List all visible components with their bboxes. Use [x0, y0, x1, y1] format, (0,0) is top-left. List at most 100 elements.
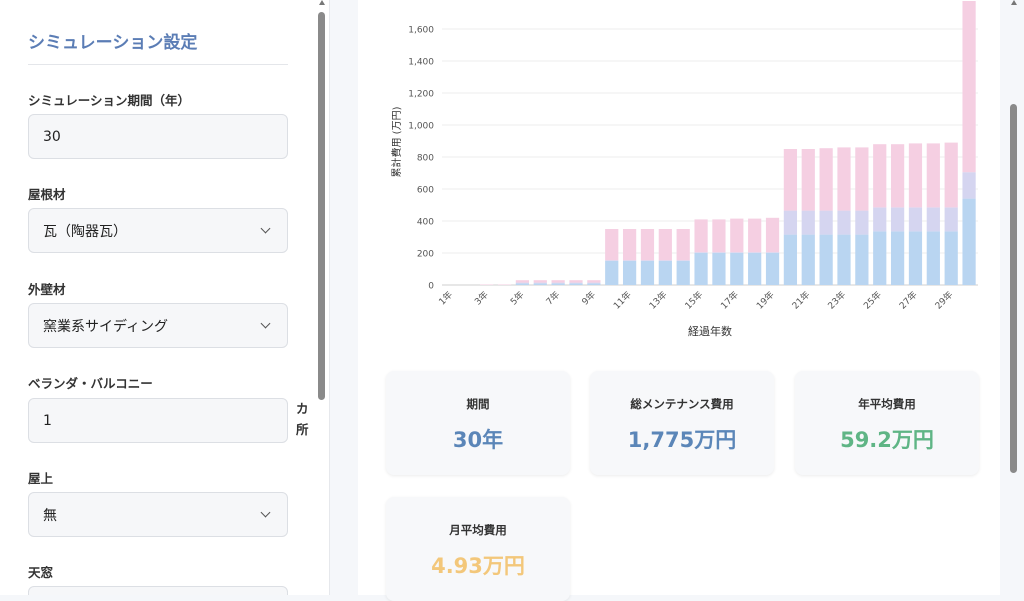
- bar-segment: [891, 207, 904, 231]
- card-label: 月平均費用: [386, 522, 570, 538]
- x-tick-label: 3年: [472, 289, 491, 308]
- skylight-select[interactable]: [28, 586, 288, 595]
- y-tick-label: 800: [417, 154, 434, 164]
- bar-segment: [784, 235, 797, 285]
- bar-segment: [927, 143, 940, 207]
- y-tick-label: 0: [428, 282, 434, 292]
- y-tick-label: 1,200: [408, 90, 434, 100]
- period-value: 30: [43, 129, 61, 145]
- bar-segment: [605, 229, 618, 260]
- bar-segment: [534, 280, 547, 282]
- wall-material-value: 窯業系サイディング: [43, 316, 168, 336]
- bar-segment: [677, 260, 690, 261]
- sidebar-title: シミュレーション設定: [28, 28, 197, 53]
- y-tick-label: 1,600: [408, 26, 434, 36]
- x-tick-label: 13年: [647, 289, 670, 312]
- balcony-input[interactable]: 1: [28, 398, 288, 443]
- card-label: 総メンテナンス費用: [590, 396, 774, 412]
- total-cost-card: 総メンテナンス費用 1,775万円: [590, 371, 774, 475]
- chevron-down-icon: [261, 319, 271, 329]
- bar-segment: [766, 218, 779, 252]
- bar-segment: [552, 280, 565, 282]
- bar-segment: [641, 229, 654, 260]
- y-tick-label: 1,000: [408, 122, 434, 132]
- bar-segment: [784, 149, 797, 211]
- bar-segment: [962, 1, 975, 172]
- bar-segment: [730, 252, 743, 253]
- card-value: 59.2万円: [795, 424, 979, 454]
- bar-segment: [820, 235, 833, 285]
- bar-segment: [552, 283, 565, 284]
- bar-segment: [569, 283, 582, 285]
- bar-segment: [569, 283, 582, 284]
- bar-segment: [873, 207, 886, 231]
- bar-segment: [694, 219, 707, 252]
- x-tick-label: 25年: [861, 289, 884, 312]
- bar-segment: [694, 252, 707, 253]
- x-tick-label: 7年: [543, 289, 562, 308]
- bar-segment: [677, 229, 690, 260]
- bar-segment: [855, 211, 868, 235]
- bar-segment: [659, 229, 672, 260]
- bar-segment: [909, 231, 922, 285]
- bar-segment: [516, 283, 529, 284]
- x-tick-label: 19年: [754, 289, 777, 312]
- main-scroll-thumb[interactable]: [1010, 104, 1017, 473]
- y-tick-label: 600: [417, 186, 434, 196]
- bar-segment: [802, 149, 815, 211]
- bar-segment: [802, 211, 815, 235]
- sidebar-scroll-thumb[interactable]: [318, 12, 325, 400]
- balcony-label: ベランダ・バルコニー: [28, 373, 153, 392]
- bar-segment: [641, 261, 654, 285]
- scroll-up-arrow-icon[interactable]: [1011, 0, 1017, 5]
- balcony-unit: カ所: [296, 398, 310, 440]
- rooftop-select[interactable]: 無: [28, 492, 288, 537]
- period-label: シミュレーション期間（年）: [28, 90, 190, 109]
- bar-segment: [909, 207, 922, 231]
- x-axis-title: 経過年数: [688, 324, 732, 338]
- bar-segment: [712, 252, 725, 253]
- main-scrollbar[interactable]: [1008, 0, 1020, 595]
- bar-segment: [784, 211, 797, 235]
- bar-segment: [837, 147, 850, 210]
- bar-segment: [945, 231, 958, 285]
- bar-segment: [927, 231, 940, 285]
- bar-segment: [623, 229, 636, 260]
- bar-segment: [837, 211, 850, 235]
- settings-sidebar: シミュレーション設定 シミュレーション期間（年） 30 屋根材 瓦（陶器瓦） 外…: [0, 0, 330, 595]
- wall-material-select[interactable]: 窯業系サイディング: [28, 303, 288, 348]
- bar-segment: [712, 219, 725, 252]
- y-tick-label: 400: [417, 218, 434, 228]
- bar-segment: [748, 252, 761, 253]
- roof-material-select[interactable]: 瓦（陶器瓦）: [28, 208, 288, 253]
- bar-segment: [677, 261, 690, 285]
- bar-segment: [534, 283, 547, 285]
- bar-segment: [962, 172, 975, 198]
- y-tick-label: 1,400: [408, 58, 434, 68]
- bar-segment: [516, 280, 529, 282]
- period-input[interactable]: 30: [28, 114, 288, 159]
- bar-segment: [855, 235, 868, 285]
- annual-average-card: 年平均費用 59.2万円: [795, 371, 979, 475]
- bar-segment: [891, 231, 904, 285]
- bar-segment: [945, 143, 958, 208]
- bar-segment: [516, 283, 529, 285]
- x-tick-label: 1年: [436, 289, 455, 308]
- wall-material-label: 外壁材: [28, 279, 66, 298]
- x-tick-label: 11年: [611, 289, 634, 312]
- bar-segment: [587, 280, 600, 282]
- scroll-up-arrow-icon[interactable]: [319, 0, 325, 5]
- bar-segment: [766, 252, 779, 253]
- bar-segment: [820, 211, 833, 235]
- bar-segment: [623, 261, 636, 285]
- bar-segment: [587, 283, 600, 284]
- card-value: 4.93万円: [386, 550, 570, 580]
- x-tick-label: 23年: [825, 289, 848, 312]
- sidebar-divider: [28, 64, 288, 65]
- bar-segment: [748, 219, 761, 253]
- bar-segment: [730, 253, 743, 285]
- card-value: 1,775万円: [590, 424, 774, 454]
- bar-segment: [945, 207, 958, 231]
- sidebar-scrollbar[interactable]: [316, 0, 328, 595]
